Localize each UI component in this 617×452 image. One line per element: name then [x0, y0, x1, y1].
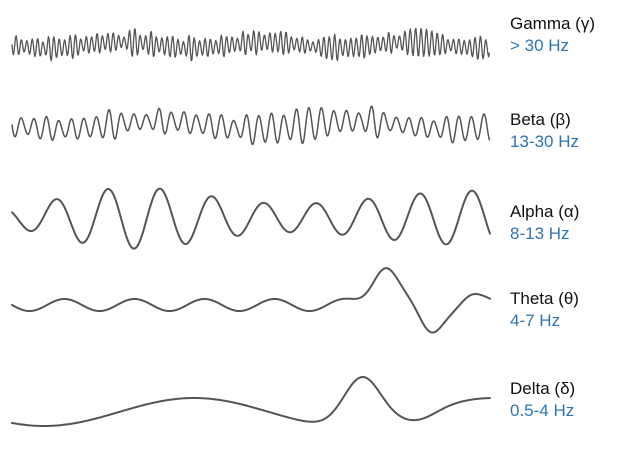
alpha-name: Alpha (α): [510, 202, 580, 221]
delta-wave: [11, 376, 491, 427]
beta-label: Beta (β) 13-30 Hz: [510, 109, 617, 153]
alpha-wave: [11, 187, 491, 250]
theta-range: 4-7 Hz: [510, 311, 561, 330]
alpha-label: Alpha (α) 8-13 Hz: [510, 201, 617, 245]
delta-label: Delta (δ) 0.5-4 Hz: [510, 378, 617, 422]
theta-name: Theta (θ): [510, 289, 579, 308]
beta-wave: [11, 105, 491, 146]
gamma-name: Gamma (γ): [510, 14, 595, 33]
gamma-range: > 30 Hz: [510, 36, 570, 55]
delta-range: 0.5-4 Hz: [510, 401, 575, 420]
gamma-wave: [11, 27, 491, 62]
beta-range: 13-30 Hz: [510, 132, 579, 151]
alpha-range: 8-13 Hz: [510, 224, 570, 243]
beta-name: Beta (β): [510, 110, 571, 129]
delta-name: Delta (δ): [510, 379, 576, 398]
gamma-label: Gamma (γ) > 30 Hz: [510, 13, 617, 57]
theta-label: Theta (θ) 4-7 Hz: [510, 288, 617, 332]
theta-wave: [11, 267, 491, 334]
